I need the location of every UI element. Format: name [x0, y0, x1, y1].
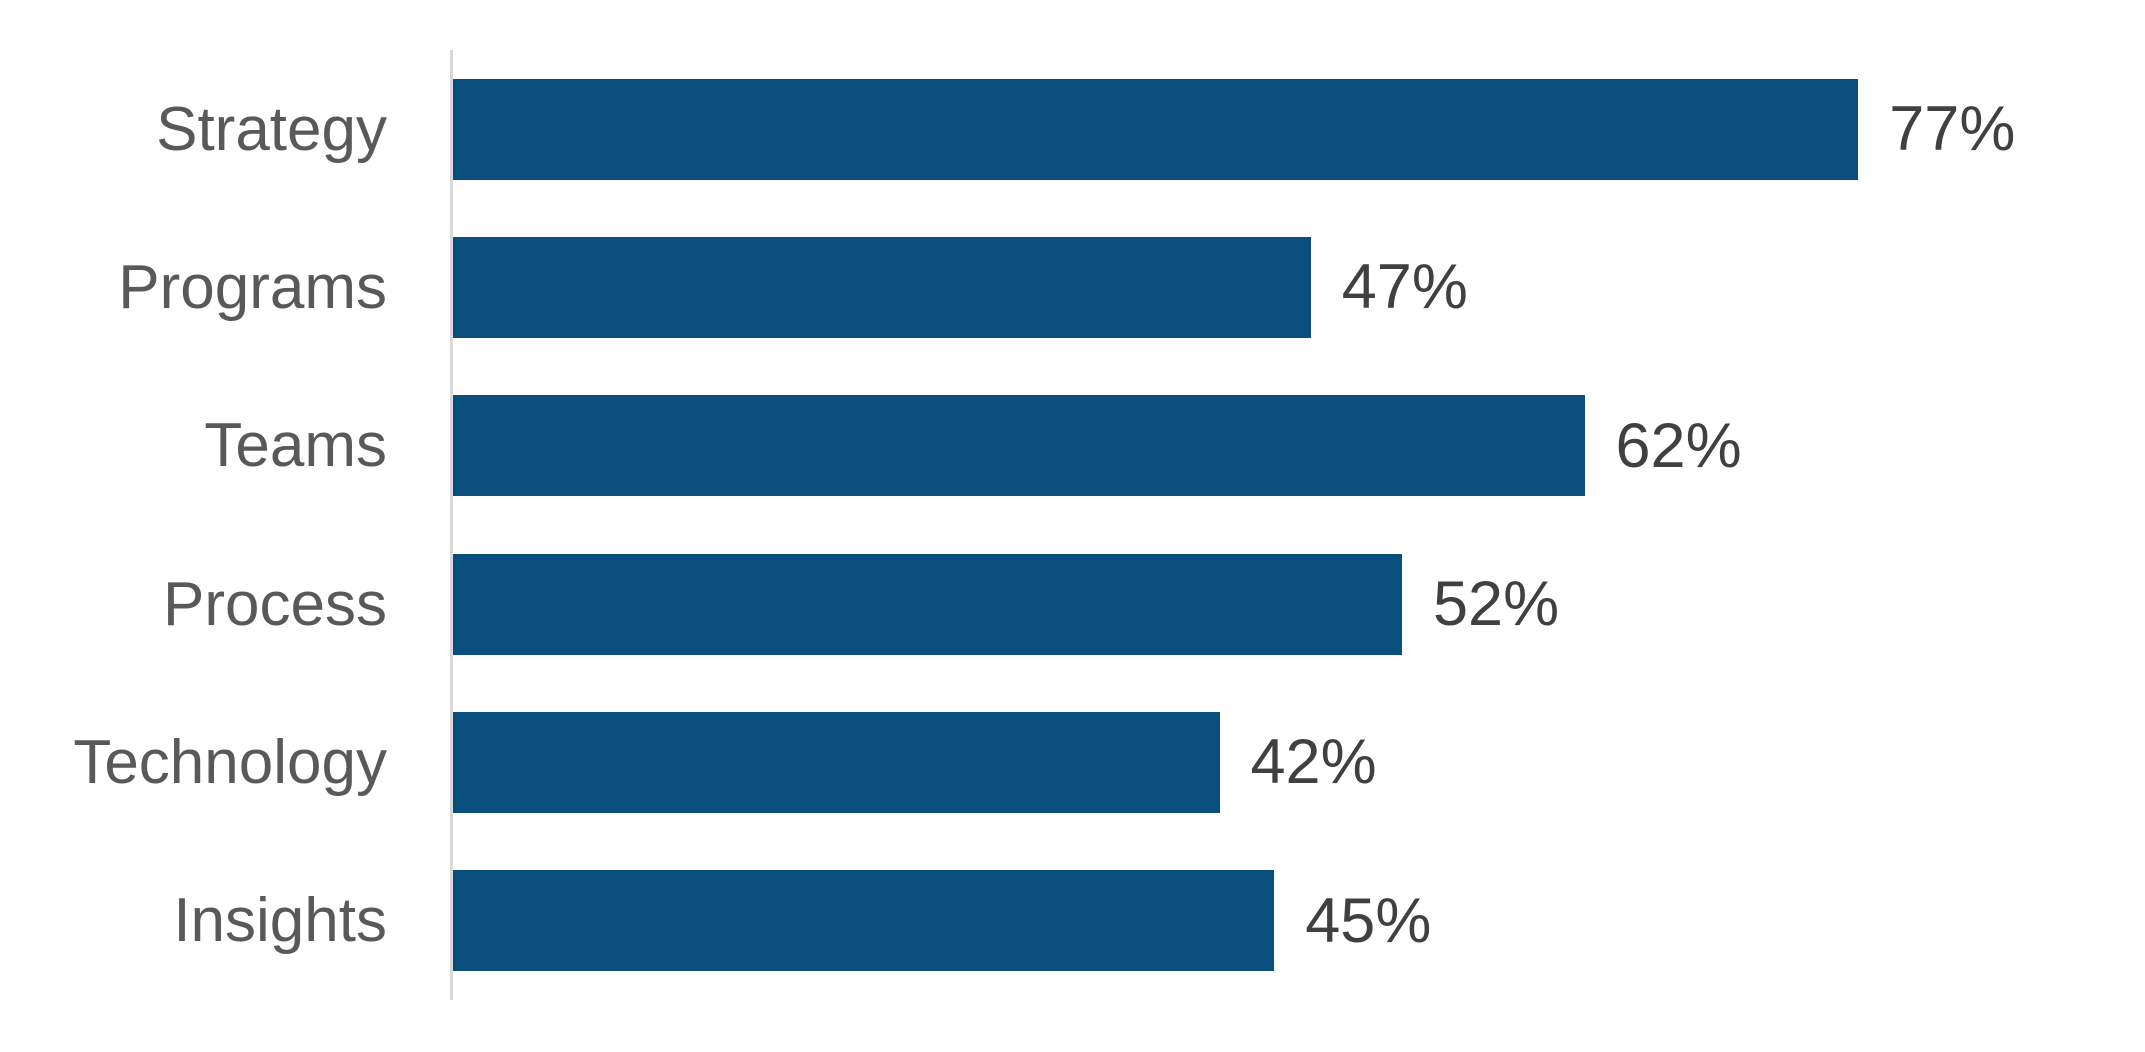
category-label-technology: Technology	[73, 727, 387, 797]
value-label-strategy: 77%	[1889, 94, 2016, 165]
category-label-teams: Teams	[204, 411, 387, 481]
bar-technology	[453, 711, 1220, 813]
y-axis-line	[450, 50, 453, 1000]
value-label-technology: 42%	[1250, 727, 1377, 798]
category-label-programs: Programs	[118, 252, 387, 322]
value-label-teams: 62%	[1615, 410, 1742, 481]
bar-row-teams: Teams 62%	[0, 367, 2145, 525]
bar-row-programs: Programs 47%	[0, 208, 2145, 366]
bar-row-process: Process 52%	[0, 525, 2145, 683]
plot-area: Strategy 77% Programs 47% Teams 62% Proc…	[0, 50, 2145, 1000]
bar-process	[453, 553, 1402, 655]
value-label-insights: 45%	[1305, 885, 1432, 956]
bar-programs	[453, 236, 1311, 338]
value-label-process: 52%	[1433, 569, 1560, 640]
bar-rows: Strategy 77% Programs 47% Teams 62% Proc…	[0, 50, 2145, 1000]
category-label-process: Process	[163, 569, 387, 639]
bar-strategy	[453, 78, 1859, 180]
bar-row-strategy: Strategy 77%	[0, 50, 2145, 208]
bar-row-technology: Technology 42%	[0, 683, 2145, 841]
category-label-insights: Insights	[173, 886, 387, 956]
value-label-programs: 47%	[1341, 252, 1468, 323]
bar-teams	[453, 395, 1585, 497]
bar-insights	[453, 870, 1275, 972]
bar-row-insights: Insights 45%	[0, 842, 2145, 1000]
category-label-strategy: Strategy	[156, 94, 387, 164]
